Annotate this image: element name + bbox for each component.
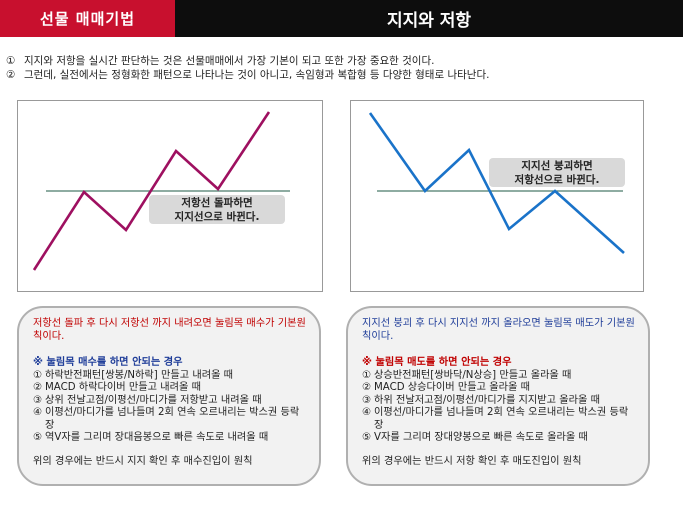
section-title: 선물 매매기법 — [0, 0, 175, 37]
list-item: ⑤ V자를 그리며 장대양봉으로 빠른 속도로 올라올 때 — [362, 432, 636, 445]
resistance-to-support-diagram: 저항선 돌파하면 지지선으로 바뀐다. — [17, 100, 323, 292]
list-item: ③ 상위 전날고점/이평선/마디가를 저항받고 내려올 때 — [33, 395, 307, 408]
list-item: ③ 하위 전날저고점/이평선/마디가를 지지받고 올라올 때 — [362, 395, 636, 408]
intro-number: ② — [6, 69, 16, 81]
rule-lead: 지지선 붕괴 후 다시 지지선 까지 올라오면 눌림목 매도가 기본원칙이다. — [362, 318, 635, 342]
list-item: ② MACD 상승다이버 만들고 올라올 때 — [362, 382, 636, 395]
item-number: ② — [33, 382, 43, 393]
item-number: ① — [362, 369, 372, 381]
warning-heading: ※ 눌림목 매도를 하면 안되는 경우 — [362, 357, 512, 368]
price-path-line — [32, 111, 271, 271]
intro-item: ② 그런데, 실전에서는 정형화한 패턴으로 나타나는 것이 아니고, 속임형과… — [6, 68, 676, 82]
item-number: ② — [362, 382, 372, 393]
list-item: ④ 이평선/마디가를 넘나들며 2회 연속 오르내리는 박스권 등락장 — [362, 407, 636, 432]
callout-label: 지지선 붕괴하면 저항선으로 바뀐다. — [489, 158, 625, 187]
price-path-line — [368, 112, 625, 254]
support-to-resistance-diagram: 지지선 붕괴하면 저항선으로 바뀐다. — [350, 100, 644, 292]
item-number: ① — [33, 369, 43, 381]
rule-lead: 저항선 돌파 후 다시 저항선 까지 내려오면 눌림목 매수가 기본원칙이다. — [33, 318, 306, 342]
list-item: ② MACD 하락다이버 만들고 내려올 때 — [33, 382, 307, 395]
callout-line: 지지선으로 바뀐다. — [174, 211, 260, 223]
intro-number: ① — [6, 55, 16, 67]
item-text: 하락반전패턴[쌍봉/N하락] 만들고 내려올 때 — [45, 369, 234, 381]
item-text: 이평선/마디가를 넘나들며 2회 연속 오르내리는 박스권 등락장 — [374, 407, 629, 431]
intro-text: 지지와 저항을 실시간 판단하는 것은 선물매매에서 가장 기본이 되고 또한 … — [24, 55, 435, 67]
buy-rules-box: 저항선 돌파 후 다시 저항선 까지 내려오면 눌림목 매수가 기본원칙이다. … — [17, 306, 321, 486]
item-text: V자를 그리며 장대양봉으로 빠른 속도로 올라올 때 — [374, 432, 588, 443]
sell-rules-box: 지지선 붕괴 후 다시 지지선 까지 올라오면 눌림목 매도가 기본원칙이다. … — [346, 306, 650, 486]
item-number: ③ — [33, 394, 43, 406]
item-text: 역V자를 그리며 장대음봉으로 빠른 속도로 내려올 때 — [45, 432, 269, 443]
intro-list: ① 지지와 저항을 실시간 판단하는 것은 선물매매에서 가장 기본이 되고 또… — [6, 54, 676, 82]
callout-line: 저항선 돌파하면 — [181, 197, 253, 209]
item-text: 하위 전날저고점/이평선/마디가를 지지받고 올라올 때 — [374, 394, 601, 406]
item-text: 상위 전날고점/이평선/마디가를 저항받고 내려올 때 — [45, 394, 262, 406]
item-text: MACD 상승다이버 만들고 올라올 때 — [374, 382, 530, 393]
diagram-svg — [368, 112, 625, 254]
item-number: ④ — [362, 407, 372, 418]
warning-heading: ※ 눌림목 매수를 하면 안되는 경우 — [33, 357, 183, 368]
callout-line: 저항선으로 바뀐다. — [514, 174, 600, 186]
item-text: 이평선/마디가를 넘나들며 2회 연속 오르내리는 박스권 등락장 — [45, 407, 300, 431]
item-number: ⑤ — [362, 432, 372, 443]
diagram-svg — [32, 111, 290, 271]
page-title: 지지와 저항 — [175, 0, 683, 37]
callout-label: 저항선 돌파하면 지지선으로 바뀐다. — [149, 195, 285, 224]
rule-footer: 위의 경우에는 반드시 저항 확인 후 매도진입이 원칙 — [362, 455, 582, 467]
list-item: ⑤ 역V자를 그리며 장대음봉으로 빠른 속도로 내려올 때 — [33, 432, 307, 445]
list-item: ④ 이평선/마디가를 넘나들며 2회 연속 오르내리는 박스권 등락장 — [33, 407, 307, 432]
list-item: ① 하락반전패턴[쌍봉/N하락] 만들고 내려올 때 — [33, 370, 307, 383]
item-number: ③ — [362, 394, 372, 406]
rule-footer: 위의 경우에는 반드시 지지 확인 후 매수진입이 원칙 — [33, 455, 253, 467]
callout-line: 지지선 붕괴하면 — [521, 160, 593, 172]
list-item: ① 상승반전패턴[쌍바닥/N상승] 만들고 올라올 때 — [362, 370, 636, 383]
intro-item: ① 지지와 저항을 실시간 판단하는 것은 선물매매에서 가장 기본이 되고 또… — [6, 54, 676, 68]
item-number: ⑤ — [33, 432, 43, 443]
intro-text: 그런데, 실전에서는 정형화한 패턴으로 나타나는 것이 아니고, 속임형과 복… — [24, 69, 490, 81]
item-number: ④ — [33, 407, 43, 418]
item-text: 상승반전패턴[쌍바닥/N상승] 만들고 올라올 때 — [374, 369, 572, 381]
item-text: MACD 하락다이버 만들고 내려올 때 — [45, 382, 201, 393]
